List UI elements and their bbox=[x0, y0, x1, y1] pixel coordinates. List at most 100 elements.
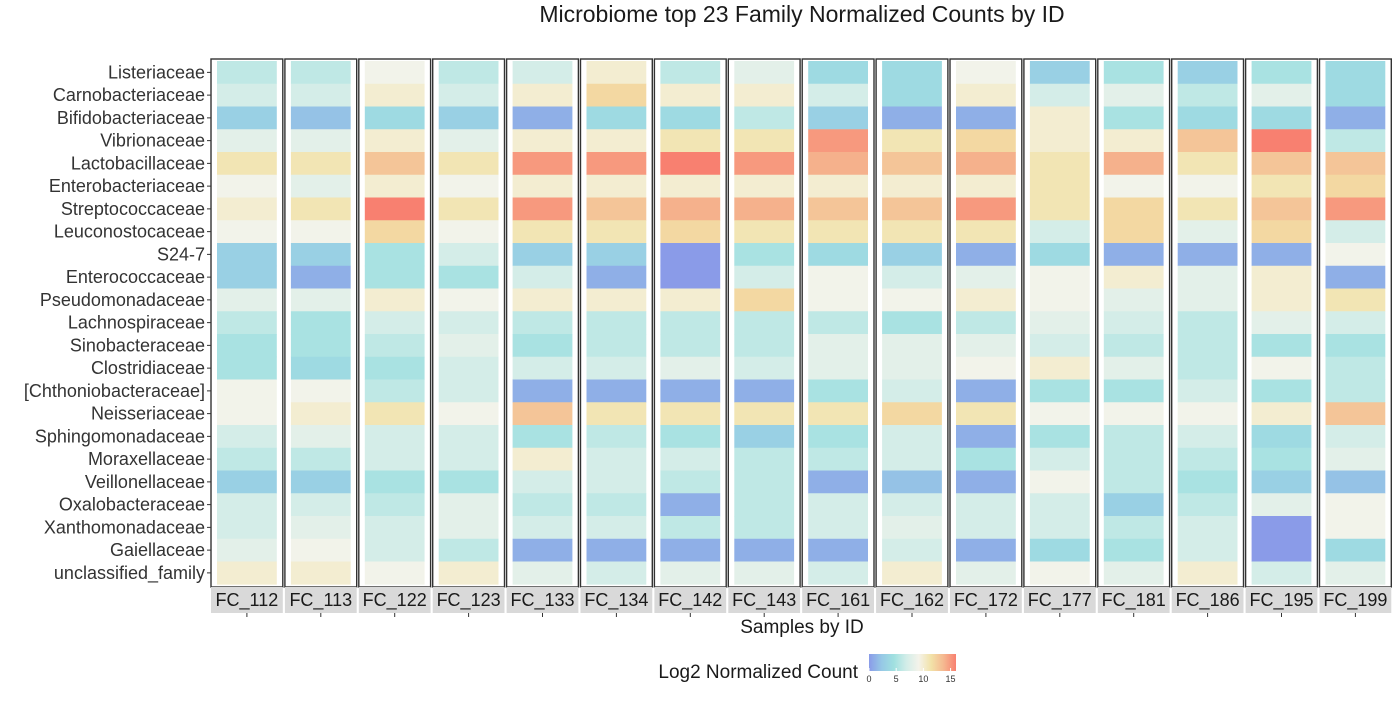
heat-cell: Enterobacteriaceae / FC_186: 9 bbox=[1177, 174, 1238, 198]
heat-cell: Moraxellaceae / FC_123: 7 bbox=[438, 447, 499, 471]
heat-cell: Carnobacteriaceae / FC_112: 7 bbox=[217, 83, 277, 107]
heat-cell: Neisseriaceae / FC_162: 12 bbox=[882, 402, 942, 426]
heat-cell: Oxalobacteraceae / FC_181: 3 bbox=[1103, 493, 1164, 517]
heat-cell: Veillonellaceae / FC_181: 6 bbox=[1103, 470, 1164, 494]
heat-cell: Oxalobacteraceae / FC_134: 6 bbox=[586, 493, 647, 517]
strip-background bbox=[1319, 587, 1392, 613]
heat-cell: [Chthoniobacteraceae] / FC_123: 7 bbox=[438, 379, 499, 403]
sample-label-FC_112: FC_112 bbox=[216, 590, 279, 611]
heat-cell: Moraxellaceae / FC_177: 7 bbox=[1029, 447, 1090, 471]
strip-background bbox=[1097, 587, 1170, 613]
heat-cell: Moraxellaceae / FC_143: 6 bbox=[734, 447, 795, 471]
heat-cell: unclassified_family / FC_161: 7 bbox=[808, 561, 868, 585]
heat-cell: Enterobacteriaceae / FC_122: 10 bbox=[364, 174, 425, 198]
heat-cell: unclassified_family / FC_113: 10 bbox=[290, 561, 351, 585]
heat-cell: Veillonellaceae / FC_172: 1 bbox=[956, 470, 1016, 494]
heat-cell: Listeriaceae / FC_133: 7 bbox=[512, 61, 573, 85]
heat-cell: Bifidobacteriaceae / FC_186: 4 bbox=[1177, 106, 1238, 130]
heat-cell: Sphingomonadaceae / FC_113: 8 bbox=[290, 425, 351, 449]
heat-cell: S24-7 / FC_113: 3 bbox=[290, 243, 351, 267]
heat-cell: unclassified_family / FC_112: 10 bbox=[217, 561, 277, 585]
heat-cell: Sinobacteraceae / FC_161: 8 bbox=[808, 334, 868, 358]
heat-cell: Sphingomonadaceae / FC_161: 5 bbox=[808, 425, 868, 449]
heat-cell: Neisseriaceae / FC_122: 11 bbox=[364, 402, 425, 426]
panel-FC_186: Listeriaceae / FC_186: 3Carnobacteriacea… bbox=[1170, 58, 1245, 617]
heat-cell: Bifidobacteriaceae / FC_143: 6 bbox=[734, 106, 795, 130]
heat-cell: Lachnospiraceae / FC_122: 7 bbox=[364, 311, 425, 335]
heat-cell: Leuconostocaceae / FC_134: 11 bbox=[586, 220, 647, 244]
row-label-16: Sphingomonadaceae bbox=[35, 426, 205, 446]
heat-cell: Neisseriaceae / FC_123: 9 bbox=[438, 402, 499, 426]
heat-cell: Vibrionaceae / FC_142: 11 bbox=[660, 129, 721, 153]
heat-cell: Vibrionaceae / FC_122: 10 bbox=[364, 129, 425, 153]
row-label-8: S24-7 bbox=[157, 244, 205, 264]
heat-cell: Oxalobacteraceae / FC_113: 7 bbox=[290, 493, 351, 517]
heat-cell: Carnobacteriaceae / FC_133: 10 bbox=[512, 83, 573, 107]
heat-cell: Lactobacillaceae / FC_161: 14 bbox=[808, 152, 868, 176]
heat-cell: Lachnospiraceae / FC_123: 7 bbox=[438, 311, 499, 335]
heat-cell: Carnobacteriaceae / FC_177: 7 bbox=[1029, 83, 1090, 107]
heat-cell: Listeriaceae / FC_142: 6 bbox=[660, 61, 721, 85]
heat-cell: Lactobacillaceae / FC_142: 16 bbox=[660, 152, 721, 176]
row-label-22: unclassified_family bbox=[54, 563, 205, 584]
heat-cell: Lactobacillaceae / FC_181: 14 bbox=[1103, 152, 1164, 176]
heat-cell: unclassified_family / FC_143: 8 bbox=[734, 561, 795, 585]
row-label-7: Leuconostocaceae bbox=[54, 222, 205, 242]
heat-cell: Listeriaceae / FC_123: 6 bbox=[438, 61, 499, 85]
heat-cell: Lactobacillaceae / FC_112: 11 bbox=[217, 152, 277, 176]
heat-cell: Oxalobacteraceae / FC_199: 9 bbox=[1325, 493, 1386, 517]
heat-cell: Lactobacillaceae / FC_162: 13 bbox=[882, 152, 942, 176]
row-label-21: Gaiellaceae bbox=[110, 540, 205, 560]
heat-cell: Listeriaceae / FC_172: 9 bbox=[956, 61, 1016, 85]
heat-cell: Sphingomonadaceae / FC_133: 5 bbox=[512, 425, 573, 449]
heat-cell: [Chthoniobacteraceae] / FC_161: 5 bbox=[808, 379, 868, 403]
heat-cell: Leuconostocaceae / FC_112: 9 bbox=[217, 220, 277, 244]
heat-cell: Gaiellaceae / FC_133: 1 bbox=[512, 538, 573, 562]
panel-FC_195: Listeriaceae / FC_195: 5Carnobacteriacea… bbox=[1244, 58, 1319, 617]
heat-cell: Enterococcaceae / FC_162: 7 bbox=[882, 265, 942, 289]
sample-label-FC_172: FC_172 bbox=[954, 590, 1018, 611]
heat-cell: Oxalobacteraceae / FC_172: 7 bbox=[956, 493, 1016, 517]
heat-cell: Veillonellaceae / FC_162: 2 bbox=[882, 470, 942, 494]
strip-background bbox=[654, 587, 727, 613]
heat-cell: Sphingomonadaceae / FC_186: 7 bbox=[1177, 425, 1238, 449]
heat-cell: Lactobacillaceae / FC_113: 11 bbox=[290, 152, 351, 176]
heat-cell: Xanthomonadaceae / FC_181: 6 bbox=[1103, 516, 1164, 540]
heat-cell: Leuconostocaceae / FC_181: 12 bbox=[1103, 220, 1164, 244]
heat-cell: Vibrionaceae / FC_143: 11 bbox=[734, 129, 795, 153]
heat-cell: Sinobacteraceae / FC_199: 5 bbox=[1325, 334, 1386, 358]
heat-cell: Enterococcaceae / FC_133: 7 bbox=[512, 265, 573, 289]
heat-cell: Listeriaceae / FC_186: 3 bbox=[1177, 61, 1238, 85]
heat-cell: Sinobacteraceae / FC_143: 6 bbox=[734, 334, 795, 358]
heat-cell: Pseudomonadaceae / FC_177: 9 bbox=[1029, 288, 1090, 312]
heat-cell: Listeriaceae / FC_143: 8 bbox=[734, 61, 795, 85]
heat-cell: Lachnospiraceae / FC_199: 7 bbox=[1325, 311, 1386, 335]
strip-background bbox=[876, 587, 948, 613]
heat-cell: Vibrionaceae / FC_172: 12 bbox=[956, 129, 1016, 153]
heat-cell: Veillonellaceae / FC_122: 5 bbox=[364, 470, 425, 494]
heat-cell: Sphingomonadaceae / FC_112: 7 bbox=[217, 425, 277, 449]
heat-cell: Sphingomonadaceae / FC_181: 6 bbox=[1103, 425, 1164, 449]
heat-cell: Streptococcaceae / FC_195: 13 bbox=[1251, 197, 1312, 221]
heat-cell: Xanthomonadaceae / FC_177: 7 bbox=[1029, 516, 1090, 540]
heat-cell: Carnobacteriaceae / FC_195: 8 bbox=[1251, 83, 1312, 107]
heat-cell: Neisseriaceae / FC_199: 13 bbox=[1325, 402, 1386, 426]
sample-label-FC_186: FC_186 bbox=[1176, 590, 1240, 611]
heat-cell: Lachnospiraceae / FC_133: 6 bbox=[512, 311, 573, 335]
row-label-18: Veillonellaceae bbox=[85, 472, 205, 492]
heat-cell: Enterococcaceae / FC_112: 3 bbox=[217, 265, 277, 289]
heat-cell: S24-7 / FC_122: 5 bbox=[364, 243, 425, 267]
heat-cell: Leuconostocaceae / FC_162: 11 bbox=[882, 220, 942, 244]
heat-cell: Lachnospiraceae / FC_134: 6 bbox=[586, 311, 647, 335]
heat-cell: Oxalobacteraceae / FC_162: 7 bbox=[882, 493, 942, 517]
heat-cell: Enterococcaceae / FC_161: 9 bbox=[808, 265, 868, 289]
panel-FC_199: Listeriaceae / FC_199: 4Carnobacteriacea… bbox=[1318, 58, 1393, 617]
heat-cell: [Chthoniobacteraceae] / FC_195: 5 bbox=[1251, 379, 1312, 403]
heat-cell: Xanthomonadaceae / FC_122: 7 bbox=[364, 516, 425, 540]
sample-label-FC_177: FC_177 bbox=[1028, 590, 1092, 611]
heat-cell: Vibrionaceae / FC_177: 10 bbox=[1029, 129, 1090, 153]
heat-cell: Enterobacteriaceae / FC_172: 10 bbox=[956, 174, 1016, 198]
heat-cell: Gaiellaceae / FC_172: 1 bbox=[956, 538, 1016, 562]
heat-cell: Enterococcaceae / FC_123: 5 bbox=[438, 265, 499, 289]
